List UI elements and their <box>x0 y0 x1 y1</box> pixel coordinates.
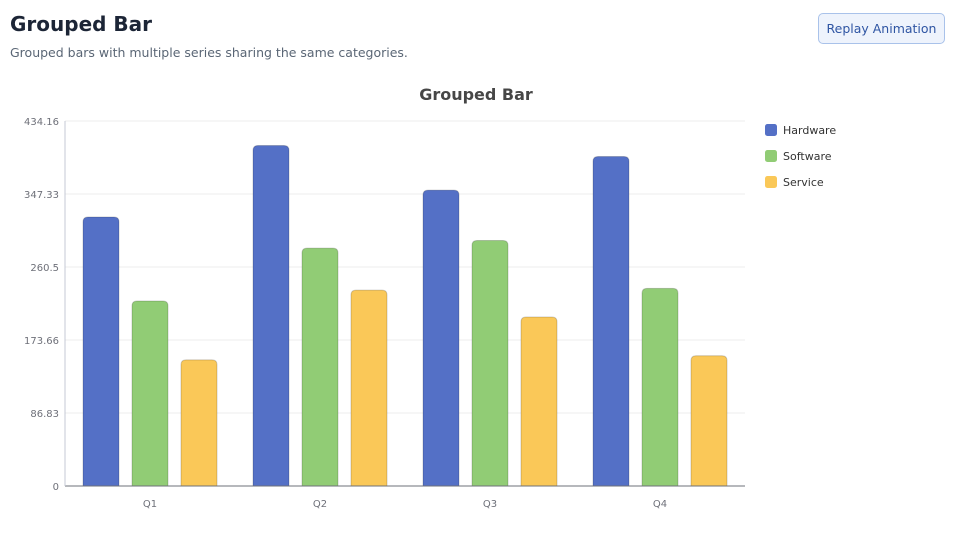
y-tick-label: 0 <box>53 482 59 493</box>
bar-service-q2[interactable] <box>350 289 388 487</box>
y-tick-label: 86.83 <box>30 409 59 420</box>
bar-software-q3[interactable] <box>471 240 509 487</box>
bar-service-q3[interactable] <box>520 316 558 487</box>
grid-lines <box>65 120 745 414</box>
y-tick-label: 434.16 <box>24 117 59 128</box>
chart-title: Grouped Bar <box>419 85 533 104</box>
legend-swatch-service[interactable] <box>765 176 777 188</box>
grouped-bar-chart: Grouped Bar 0 86.83 173.66 260.5 347.33 434.1… <box>24 85 836 510</box>
legend-swatch-software[interactable] <box>765 150 777 162</box>
legend-label-service[interactable]: Service <box>783 176 824 189</box>
x-tick-label: Q1 <box>143 499 157 510</box>
y-tick-label: 173.66 <box>24 336 59 347</box>
x-tick-label: Q2 <box>313 499 327 510</box>
bar-hardware-q4[interactable] <box>592 155 630 487</box>
y-tick-label: 260.5 <box>30 263 59 274</box>
y-tick-label: 347.33 <box>24 190 59 201</box>
bar-software-q4[interactable] <box>641 287 679 487</box>
x-tick-label: Q4 <box>653 499 667 510</box>
x-tick-label: Q3 <box>483 499 497 510</box>
bar-software-q1[interactable] <box>131 300 169 487</box>
axes: 0 86.83 173.66 260.5 347.33 434.16 Q1 Q2 Q3 Q4 <box>24 117 745 510</box>
page-title: Grouped Bar <box>10 12 153 36</box>
bar-software-q2[interactable] <box>301 247 339 487</box>
bar-hardware-q1[interactable] <box>82 216 120 487</box>
legend-label-hardware[interactable]: Hardware <box>783 124 836 137</box>
bar-hardware-q3[interactable] <box>422 189 460 487</box>
legend-swatch-hardware[interactable] <box>765 124 777 136</box>
bars <box>82 145 728 487</box>
page-subtitle: Grouped bars with multiple series sharin… <box>10 45 408 60</box>
legend-label-software[interactable]: Software <box>783 150 832 163</box>
bar-hardware-q2[interactable] <box>252 145 290 487</box>
bar-service-q1[interactable] <box>180 359 218 487</box>
replay-animation-button[interactable]: Replay Animation <box>818 13 945 44</box>
legend: Hardware Software Service <box>765 124 836 189</box>
bar-service-q4[interactable] <box>690 355 728 487</box>
